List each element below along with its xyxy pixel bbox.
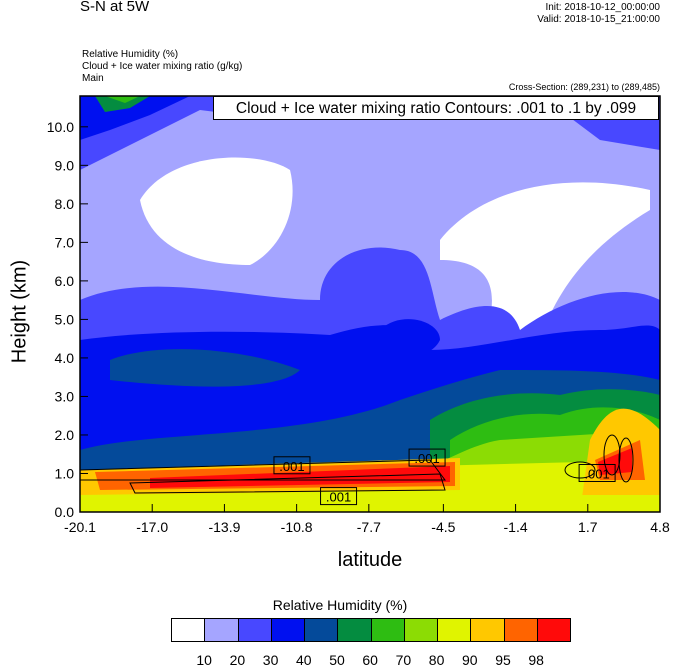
colorbar-label: 98 xyxy=(528,652,544,668)
colorbar-swatch xyxy=(371,619,405,641)
rh-field xyxy=(80,96,660,512)
x-tick-label: -10.8 xyxy=(281,519,313,535)
contour-label: .001 xyxy=(279,459,304,474)
y-tick-label: 5.0 xyxy=(55,311,75,327)
valid-time: Valid: 2018-10-15_21:00:00 xyxy=(537,14,660,25)
field-label-main: Main xyxy=(82,73,104,84)
x-axis-label: latitude xyxy=(337,549,403,571)
y-tick-label: 0.0 xyxy=(55,504,75,520)
contour-label: .001 xyxy=(414,451,439,466)
y-tick-label: 7.0 xyxy=(55,234,75,250)
colorbar-label: 95 xyxy=(495,652,511,668)
x-tick-label: 1.7 xyxy=(578,519,598,535)
x-tick-label: -7.7 xyxy=(357,519,381,535)
contour-label-box xyxy=(408,448,446,467)
plot-title: S-N at 5W xyxy=(80,0,150,15)
y-tick-label: 6.0 xyxy=(55,273,75,289)
x-tick-label: -17.0 xyxy=(136,519,168,535)
field-label-rh: Relative Humidity (%) xyxy=(82,49,179,60)
y-tick-label: 8.0 xyxy=(55,196,75,212)
cross-section-label: Cross-Section: (289,231) to (289,485) xyxy=(508,82,660,92)
y-tick-label: 2.0 xyxy=(55,427,75,443)
x-tick-label: -1.4 xyxy=(504,519,528,535)
colorbar-swatch xyxy=(471,619,505,641)
colorbar-swatch xyxy=(205,619,239,641)
colorbar-label: 10 xyxy=(196,652,212,668)
y-tick-label: 3.0 xyxy=(55,388,75,404)
y-tick-label: 10.0 xyxy=(47,119,74,135)
contour-label: .001 xyxy=(326,490,351,505)
colorbar-swatch xyxy=(438,619,472,641)
colorbar-label: 50 xyxy=(329,652,345,668)
colorbar-swatch xyxy=(271,619,305,641)
init-time: Init: 2018-10-12_00:00:00 xyxy=(545,2,660,13)
colorbar-label: 20 xyxy=(229,652,246,668)
contour-label-box xyxy=(320,487,358,506)
colorbar-swatch xyxy=(305,619,339,641)
colorbar-label: 60 xyxy=(362,652,378,668)
colorbar-label: 30 xyxy=(262,652,279,668)
colorbar-label: 40 xyxy=(296,652,312,668)
y-tick-label: 9.0 xyxy=(55,157,75,173)
contour-label: .001 xyxy=(584,466,609,481)
x-tick-label: -13.9 xyxy=(208,519,240,535)
y-axis-label: Height (km) xyxy=(8,259,31,364)
y-tick-label: 1.0 xyxy=(55,465,75,481)
y-tick-label: 4.0 xyxy=(55,350,75,366)
contour-info-label: Cloud + Ice water mixing ratio Contours:… xyxy=(213,96,659,120)
x-tick-label: -20.1 xyxy=(64,519,96,535)
colorbar-swatch xyxy=(504,619,538,641)
contour-label-box xyxy=(578,463,616,482)
contour-label-box xyxy=(273,456,311,475)
colorbar-label: 70 xyxy=(395,652,412,668)
colorbar xyxy=(171,618,571,642)
colorbar-label: 90 xyxy=(462,652,478,668)
x-tick-label: 4.8 xyxy=(650,519,670,535)
colorbar-swatch xyxy=(404,619,438,641)
colorbar-swatch xyxy=(238,619,272,641)
colorbar-swatch xyxy=(172,619,206,641)
colorbar-label: 80 xyxy=(428,652,445,668)
x-tick-label: -4.5 xyxy=(431,519,455,535)
colorbar-swatch xyxy=(537,619,570,641)
field-label-cloud: Cloud + Ice water mixing ratio (g/kg) xyxy=(82,61,243,72)
colorbar-title: Relative Humidity (%) xyxy=(272,597,408,613)
colorbar-swatch xyxy=(338,619,372,641)
